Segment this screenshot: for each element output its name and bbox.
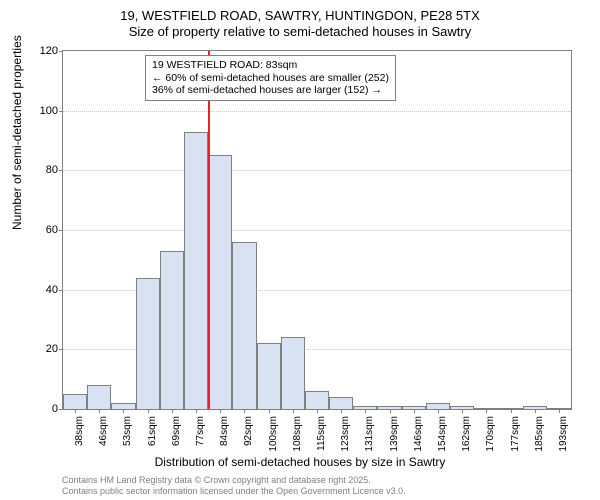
x-tick-label: 100sqm — [268, 416, 279, 456]
histogram-bar — [305, 391, 329, 409]
chart-container: 19, WESTFIELD ROAD, SAWTRY, HUNTINGDON, … — [0, 0, 600, 500]
x-tick-mark — [244, 409, 245, 413]
title-line-1: 19, WESTFIELD ROAD, SAWTRY, HUNTINGDON, … — [0, 8, 600, 24]
x-tick-label: 177sqm — [510, 416, 521, 456]
histogram-bar — [87, 385, 111, 409]
y-tick-mark — [59, 230, 63, 231]
x-tick-mark — [123, 409, 124, 413]
histogram-bar — [257, 343, 281, 409]
x-tick-label: 154sqm — [437, 416, 448, 456]
y-tick-mark — [59, 51, 63, 52]
x-tick-mark — [390, 409, 391, 413]
x-tick-mark — [486, 409, 487, 413]
chart-footer: Contains HM Land Registry data © Crown c… — [62, 475, 406, 497]
chart-title-block: 19, WESTFIELD ROAD, SAWTRY, HUNTINGDON, … — [0, 0, 600, 41]
x-tick-label: 139sqm — [389, 416, 400, 456]
highlight-line — [208, 51, 210, 409]
y-tick-mark — [59, 290, 63, 291]
x-tick-mark — [99, 409, 100, 413]
x-tick-label: 92sqm — [243, 416, 254, 456]
x-tick-mark — [196, 409, 197, 413]
x-tick-mark — [559, 409, 560, 413]
histogram-bar — [160, 251, 184, 409]
x-tick-label: 77sqm — [195, 416, 206, 456]
histogram-bar — [63, 394, 87, 409]
x-tick-label: 146sqm — [413, 416, 424, 456]
y-axis-label: Number of semi-detached properties — [10, 35, 24, 230]
y-tick-label: 120 — [28, 45, 58, 57]
annotation-line-3: 36% of semi-detached houses are larger (… — [152, 84, 389, 97]
x-tick-label: 84sqm — [219, 416, 230, 456]
x-tick-mark — [317, 409, 318, 413]
x-tick-mark — [535, 409, 536, 413]
x-tick-mark — [414, 409, 415, 413]
x-tick-label: 38sqm — [74, 416, 85, 456]
x-tick-label: 53sqm — [122, 416, 133, 456]
x-tick-label: 131sqm — [364, 416, 375, 456]
x-tick-mark — [365, 409, 366, 413]
title-line-2: Size of property relative to semi-detach… — [0, 24, 600, 40]
x-tick-label: 46sqm — [98, 416, 109, 456]
x-axis-label: Distribution of semi-detached houses by … — [0, 455, 600, 469]
plot-region: 19 WESTFIELD ROAD: 83sqm ← 60% of semi-d… — [62, 50, 572, 410]
y-tick-label: 40 — [28, 284, 58, 296]
gridline — [63, 170, 571, 171]
x-tick-label: 185sqm — [534, 416, 545, 456]
histogram-bar — [281, 337, 305, 409]
x-tick-label: 69sqm — [171, 416, 182, 456]
x-tick-mark — [148, 409, 149, 413]
x-tick-label: 115sqm — [316, 416, 327, 456]
x-tick-label: 61sqm — [147, 416, 158, 456]
y-tick-mark — [59, 170, 63, 171]
histogram-bar — [184, 132, 208, 409]
x-tick-mark — [172, 409, 173, 413]
x-tick-mark — [269, 409, 270, 413]
footer-line-1: Contains HM Land Registry data © Crown c… — [62, 475, 406, 486]
y-tick-label: 20 — [28, 343, 58, 355]
y-tick-mark — [59, 409, 63, 410]
gridline — [63, 230, 571, 231]
annotation-box: 19 WESTFIELD ROAD: 83sqm ← 60% of semi-d… — [145, 55, 396, 101]
histogram-bar — [329, 397, 353, 409]
x-tick-label: 170sqm — [485, 416, 496, 456]
x-tick-mark — [511, 409, 512, 413]
x-tick-mark — [220, 409, 221, 413]
x-tick-mark — [293, 409, 294, 413]
x-tick-mark — [438, 409, 439, 413]
x-tick-mark — [462, 409, 463, 413]
histogram-bar — [232, 242, 256, 409]
y-tick-label: 0 — [28, 403, 58, 415]
histogram-bar — [208, 155, 232, 409]
x-tick-label: 162sqm — [461, 416, 472, 456]
y-tick-label: 80 — [28, 164, 58, 176]
gridline — [63, 111, 571, 112]
x-tick-mark — [341, 409, 342, 413]
x-tick-mark — [75, 409, 76, 413]
y-tick-label: 60 — [28, 224, 58, 236]
annotation-line-2: ← 60% of semi-detached houses are smalle… — [152, 72, 389, 85]
x-tick-label: 108sqm — [292, 416, 303, 456]
y-tick-mark — [59, 349, 63, 350]
y-tick-label: 100 — [28, 105, 58, 117]
histogram-bar — [136, 278, 160, 409]
y-tick-mark — [59, 111, 63, 112]
annotation-line-1: 19 WESTFIELD ROAD: 83sqm — [152, 59, 389, 72]
x-tick-label: 193sqm — [558, 416, 569, 456]
footer-line-2: Contains public sector information licen… — [62, 486, 406, 497]
x-tick-label: 123sqm — [340, 416, 351, 456]
